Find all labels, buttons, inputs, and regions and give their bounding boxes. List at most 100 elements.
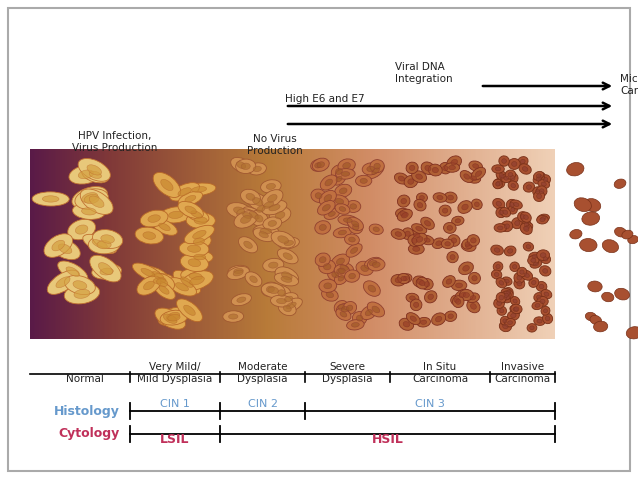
Bar (35, 149, 37, 339)
Bar (461, 149, 463, 339)
Text: CIN 3: CIN 3 (415, 399, 445, 409)
Ellipse shape (400, 211, 407, 217)
Bar (456, 149, 457, 339)
Ellipse shape (160, 207, 192, 223)
Ellipse shape (324, 283, 332, 289)
Bar (525, 149, 527, 339)
Ellipse shape (82, 208, 96, 215)
Ellipse shape (531, 280, 536, 285)
Ellipse shape (533, 174, 544, 184)
Ellipse shape (269, 262, 278, 268)
Ellipse shape (271, 295, 292, 307)
Ellipse shape (534, 317, 545, 325)
Bar (46, 149, 47, 339)
Ellipse shape (540, 217, 546, 220)
Ellipse shape (504, 293, 508, 297)
Ellipse shape (231, 158, 251, 173)
Ellipse shape (80, 189, 113, 215)
Bar (160, 149, 161, 339)
Ellipse shape (413, 276, 427, 288)
Bar (240, 149, 242, 339)
Ellipse shape (181, 269, 211, 284)
Bar (89, 149, 91, 339)
Bar (119, 149, 121, 339)
Bar (367, 149, 369, 339)
Ellipse shape (167, 312, 180, 320)
Ellipse shape (356, 261, 373, 275)
Bar (504, 149, 506, 339)
Ellipse shape (89, 171, 101, 178)
Bar (272, 149, 273, 339)
Ellipse shape (501, 174, 512, 182)
Ellipse shape (413, 302, 419, 308)
Ellipse shape (274, 273, 299, 286)
Ellipse shape (493, 198, 505, 209)
Ellipse shape (420, 235, 434, 245)
Ellipse shape (324, 194, 332, 201)
Ellipse shape (275, 267, 299, 285)
Ellipse shape (574, 198, 591, 212)
Bar (331, 149, 333, 339)
Ellipse shape (188, 245, 201, 252)
Ellipse shape (539, 189, 544, 194)
Ellipse shape (501, 288, 513, 299)
Ellipse shape (75, 189, 108, 209)
Bar (238, 149, 240, 339)
Ellipse shape (499, 210, 503, 215)
Ellipse shape (471, 167, 486, 180)
Bar (44, 149, 46, 339)
Bar (258, 149, 259, 339)
Ellipse shape (338, 215, 358, 226)
Bar (79, 149, 81, 339)
Ellipse shape (533, 187, 542, 196)
Bar (30, 149, 32, 339)
Bar (373, 149, 375, 339)
Ellipse shape (338, 268, 345, 274)
Ellipse shape (184, 225, 214, 244)
Ellipse shape (349, 220, 363, 234)
Bar (273, 149, 275, 339)
Ellipse shape (319, 257, 326, 263)
Bar (490, 149, 492, 339)
Ellipse shape (540, 253, 546, 258)
Ellipse shape (340, 312, 347, 317)
Ellipse shape (266, 183, 276, 189)
Ellipse shape (223, 311, 244, 322)
Ellipse shape (417, 318, 431, 327)
Ellipse shape (493, 179, 505, 188)
Bar (259, 149, 261, 339)
Bar (154, 149, 156, 339)
Ellipse shape (160, 310, 188, 325)
Text: HPV Infection,
Virus Production: HPV Infection, Virus Production (72, 131, 158, 153)
Ellipse shape (233, 270, 243, 276)
Bar (53, 149, 54, 339)
Ellipse shape (406, 293, 419, 303)
Bar (292, 149, 294, 339)
Bar (511, 149, 513, 339)
Ellipse shape (194, 254, 205, 260)
Bar (355, 149, 357, 339)
Bar (291, 149, 292, 339)
Ellipse shape (408, 244, 424, 254)
Ellipse shape (349, 274, 355, 279)
Bar (115, 149, 117, 339)
Ellipse shape (338, 159, 355, 172)
Bar (338, 149, 340, 339)
Ellipse shape (152, 218, 177, 235)
Bar (277, 149, 279, 339)
Ellipse shape (496, 278, 507, 288)
Ellipse shape (246, 193, 270, 211)
Ellipse shape (89, 196, 104, 207)
Bar (175, 149, 177, 339)
Bar (454, 149, 456, 339)
Ellipse shape (537, 186, 547, 196)
Ellipse shape (285, 296, 293, 302)
Ellipse shape (543, 257, 548, 261)
Ellipse shape (447, 226, 452, 230)
Ellipse shape (521, 223, 533, 233)
Ellipse shape (185, 206, 197, 214)
Bar (191, 149, 193, 339)
Ellipse shape (451, 280, 467, 291)
Ellipse shape (627, 327, 638, 339)
Bar (357, 149, 359, 339)
